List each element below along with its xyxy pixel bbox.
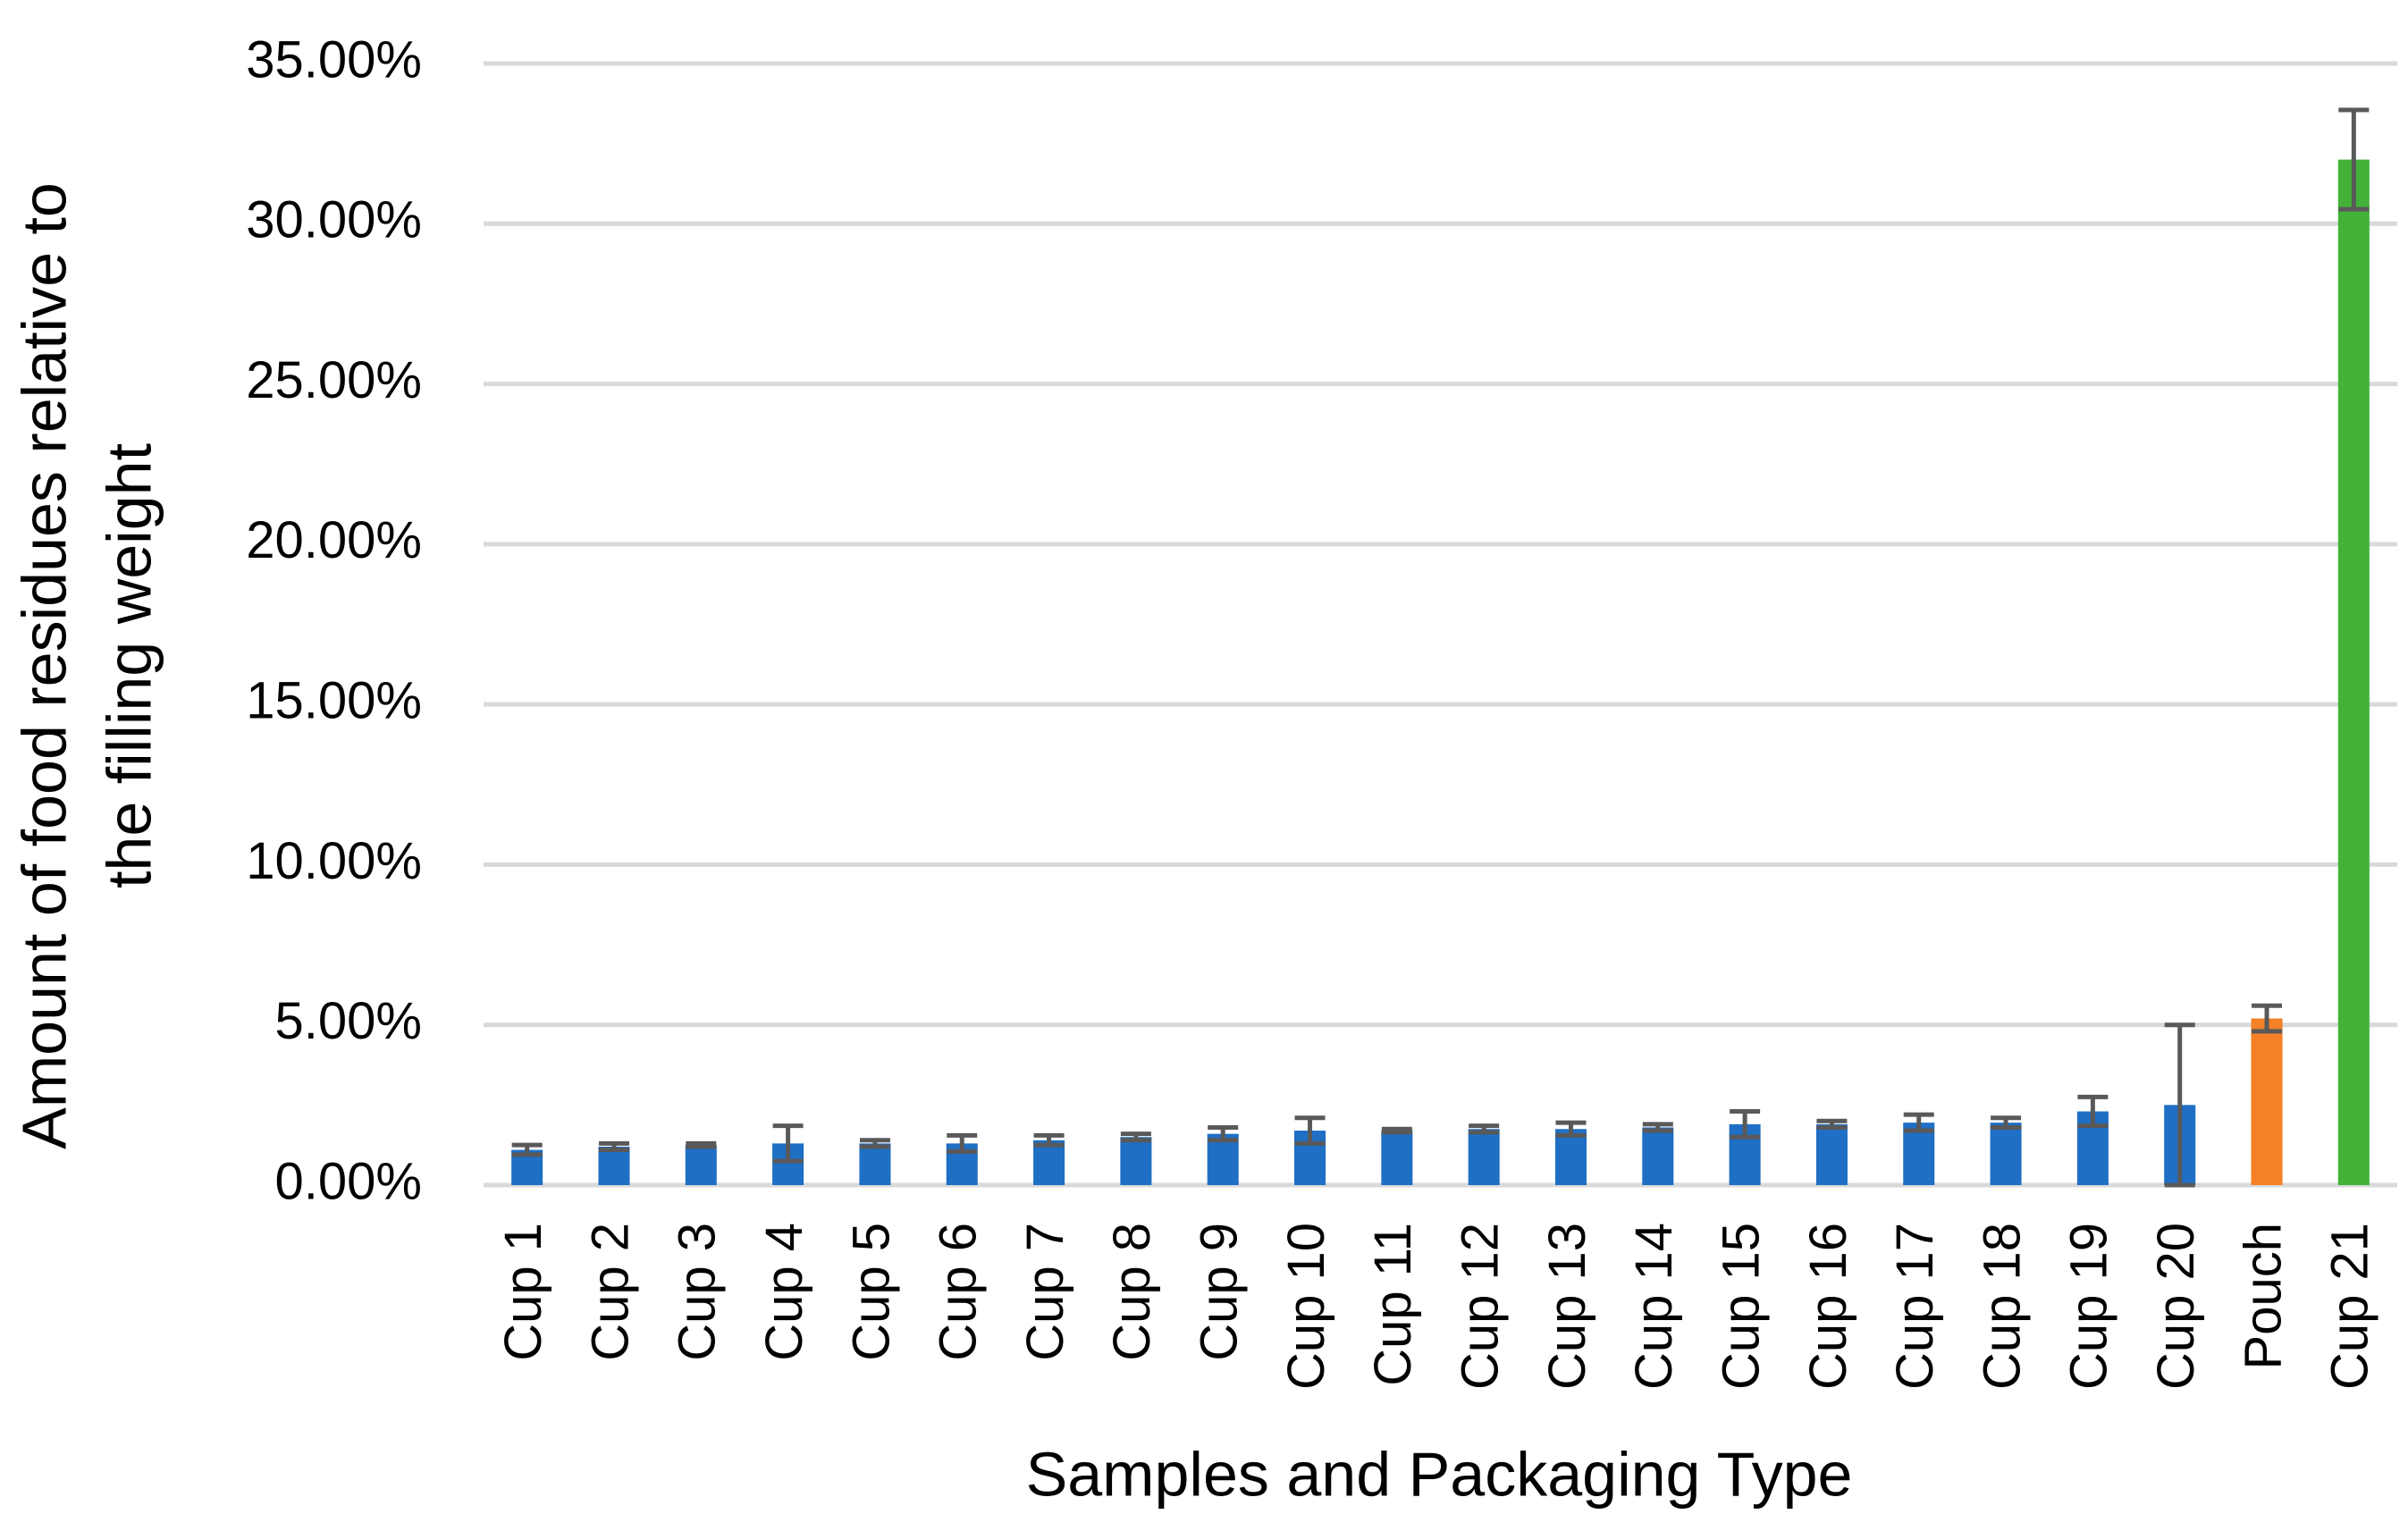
x-tick-label: Cup 4 — [755, 1223, 813, 1361]
x-tick-label: Cup 10 — [1277, 1223, 1335, 1390]
bar — [859, 1143, 891, 1185]
x-tick-label: Cup 21 — [2321, 1223, 2379, 1390]
x-tick-label: Cup 3 — [669, 1223, 727, 1361]
x-tick-label: Cup 9 — [1191, 1223, 1249, 1361]
bar — [1468, 1129, 1500, 1185]
bar — [1033, 1140, 1065, 1185]
bar — [1554, 1129, 1587, 1185]
y-tick-label: 15.00% — [246, 671, 422, 729]
bar — [1815, 1123, 1848, 1185]
x-tick-label: Cup 12 — [1451, 1223, 1509, 1390]
x-tick-label: Cup 8 — [1103, 1223, 1161, 1361]
bar — [2251, 1018, 2283, 1185]
y-tick-label: 10.00% — [246, 832, 422, 890]
x-tick-label: Cup 7 — [1016, 1223, 1074, 1361]
x-axis-title: Samples and Packaging Type — [1026, 1439, 1853, 1509]
y-tick-label: 5.00% — [275, 992, 422, 1050]
y-tick-label: 30.00% — [246, 191, 422, 249]
x-tick-label: Cup 1 — [494, 1223, 552, 1361]
x-tick-label: Cup 5 — [842, 1223, 900, 1361]
x-tick-label: Cup 13 — [1538, 1223, 1596, 1390]
bar — [685, 1145, 717, 1185]
x-tick-label: Pouch — [2234, 1223, 2292, 1369]
bar — [2337, 159, 2370, 1186]
x-tick-label: Cup 17 — [1886, 1223, 1944, 1390]
x-tick-label: Cup 14 — [1625, 1223, 1683, 1390]
x-tick-label: Cup 20 — [2147, 1223, 2205, 1390]
bar — [1381, 1131, 1413, 1185]
y-tick-label: 25.00% — [246, 351, 422, 409]
x-tick-label: Cup 19 — [2060, 1223, 2118, 1390]
x-tick-label: Cup 16 — [1799, 1223, 1857, 1390]
bar — [1120, 1137, 1152, 1185]
y-tick-label: 0.00% — [275, 1152, 422, 1210]
bar — [1903, 1123, 1935, 1185]
y-axis-title: Amount of food residues relative to — [9, 182, 79, 1149]
y-tick-label: 20.00% — [246, 511, 422, 569]
x-tick-label: Cup 18 — [1973, 1223, 2031, 1390]
x-tick-label: Cup 2 — [581, 1223, 639, 1361]
x-tick-label: Cup 11 — [1364, 1223, 1422, 1386]
x-tick-label: Cup 6 — [930, 1223, 988, 1361]
bar — [1990, 1123, 2022, 1185]
bar — [1642, 1127, 1674, 1185]
y-axis-title: the filling weight — [94, 443, 164, 888]
bar — [598, 1146, 630, 1185]
x-tick-label: Cup 15 — [1712, 1223, 1770, 1390]
y-tick-label: 35.00% — [246, 30, 422, 88]
